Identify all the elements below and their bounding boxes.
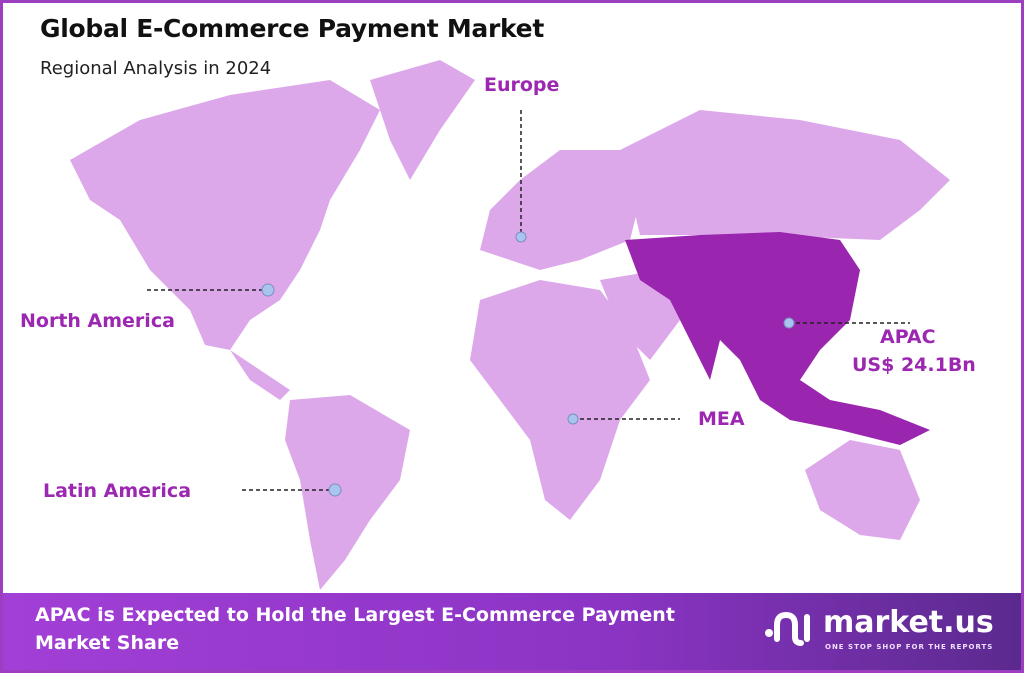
- logo-mark-icon: [765, 611, 810, 646]
- footer-text: APAC is Expected to Hold the Largest E-C…: [35, 604, 675, 654]
- europe-label: Europe: [484, 74, 560, 96]
- apac-shape: [625, 232, 930, 445]
- page-subtitle: Regional Analysis in 2024: [40, 58, 272, 79]
- central-america-shape: [230, 350, 290, 400]
- north-america-marker: [261, 283, 275, 297]
- latin-america-label: Latin America: [43, 480, 192, 502]
- south-america-shape: [285, 395, 410, 590]
- africa-shape: [470, 280, 650, 520]
- greenland-shape: [370, 60, 475, 180]
- latin-america-marker: [328, 483, 342, 497]
- apac-value: US$ 24.1Bn: [852, 354, 976, 376]
- apac-label: APAC: [880, 326, 936, 348]
- logo-wordmark: market.us: [823, 605, 994, 640]
- australia-shape: [805, 440, 920, 540]
- europe-marker: [515, 231, 527, 243]
- apac-marker: [783, 317, 795, 329]
- mea-label: MEA: [698, 408, 745, 430]
- page-title: Global E-Commerce Payment Market: [40, 14, 544, 43]
- mea-marker: [567, 413, 579, 425]
- europe-shape: [480, 150, 640, 270]
- north-asia-shape: [620, 110, 950, 240]
- north-america-shape: [70, 80, 380, 350]
- footer-banner: APAC is Expected to Hold the Largest E-C…: [3, 593, 1021, 670]
- north-america-label: North America: [20, 310, 175, 332]
- logo-tagline: ONE STOP SHOP FOR THE REPORTS: [825, 643, 994, 651]
- market-us-logo: market.us ONE STOP SHOP FOR THE REPORTS: [763, 605, 994, 651]
